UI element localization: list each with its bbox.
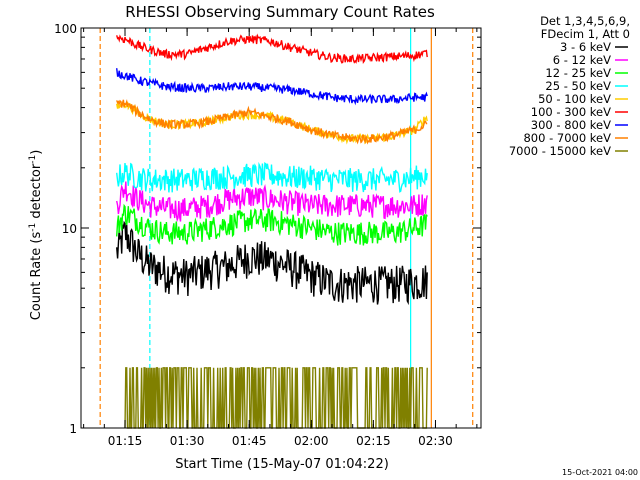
legend-label-4: 25 - 50 keV xyxy=(545,79,611,93)
chart-title: RHESSI Observing Summary Count Rates xyxy=(125,3,435,21)
y-axis-label-sup2: -1 xyxy=(28,155,38,164)
legend: Det 1,3,4,5,6,9, FDecim 1, Att 0 3 - 6 k… xyxy=(509,14,630,158)
series-line-4 xyxy=(116,161,428,193)
legend-label-3: 12 - 25 keV xyxy=(545,66,611,80)
legend-label-5: 50 - 100 keV xyxy=(538,92,611,106)
series-line-9 xyxy=(124,367,428,429)
y-axis-label: Count Rate (s-1 detector-1) xyxy=(28,150,44,321)
x-tick-label-2: 01:30 xyxy=(170,434,205,448)
series-line-8 xyxy=(116,98,428,145)
timestamp: 15-Oct-2021 04:00 xyxy=(562,468,638,477)
y-axis-label-main: Count Rate (s xyxy=(29,232,44,321)
series-lines xyxy=(116,33,428,429)
x-tick-label-3: 01:45 xyxy=(232,434,267,448)
legend-label-8: 800 - 7000 keV xyxy=(523,131,611,145)
legend-header-2: FDecim 1, Att 0 xyxy=(541,27,630,41)
y-axis-label-sup: -1 xyxy=(28,223,38,232)
legend-label-1: 3 - 6 keV xyxy=(560,40,611,54)
legend-label-9: 7000 - 15000 keV xyxy=(509,144,611,158)
legend-header-1: Det 1,3,4,5,6,9, xyxy=(540,14,630,28)
legend-label-7: 300 - 800 keV xyxy=(531,118,611,132)
y-tick-label-2: 10 xyxy=(62,222,77,236)
y-axis-label-rest: detector xyxy=(29,163,44,223)
legend-label-2: 6 - 12 keV xyxy=(553,53,611,67)
y-tick-label-3: 100 xyxy=(54,22,77,36)
axes: 01:15 01:30 01:45 02:00 02:15 02:30 1 10 100 xyxy=(54,22,482,448)
x-tick-label-1: 01:15 xyxy=(108,434,143,448)
x-tick-label-4: 02:00 xyxy=(294,434,329,448)
x-axis-label: Start Time (15-May-07 01:04:22) xyxy=(175,457,389,472)
y-tick-label-1: 1 xyxy=(69,422,77,436)
x-tick-label-6: 02:30 xyxy=(418,434,453,448)
series-line-6 xyxy=(116,33,428,64)
legend-label-6: 100 - 300 keV xyxy=(531,105,611,119)
series-line-1 xyxy=(116,220,428,306)
series-line-3 xyxy=(116,203,428,246)
series-line-2 xyxy=(116,181,428,223)
y-axis-label-close: ) xyxy=(29,150,44,155)
series-line-7 xyxy=(116,68,428,106)
x-tick-label-5: 02:15 xyxy=(356,434,391,448)
